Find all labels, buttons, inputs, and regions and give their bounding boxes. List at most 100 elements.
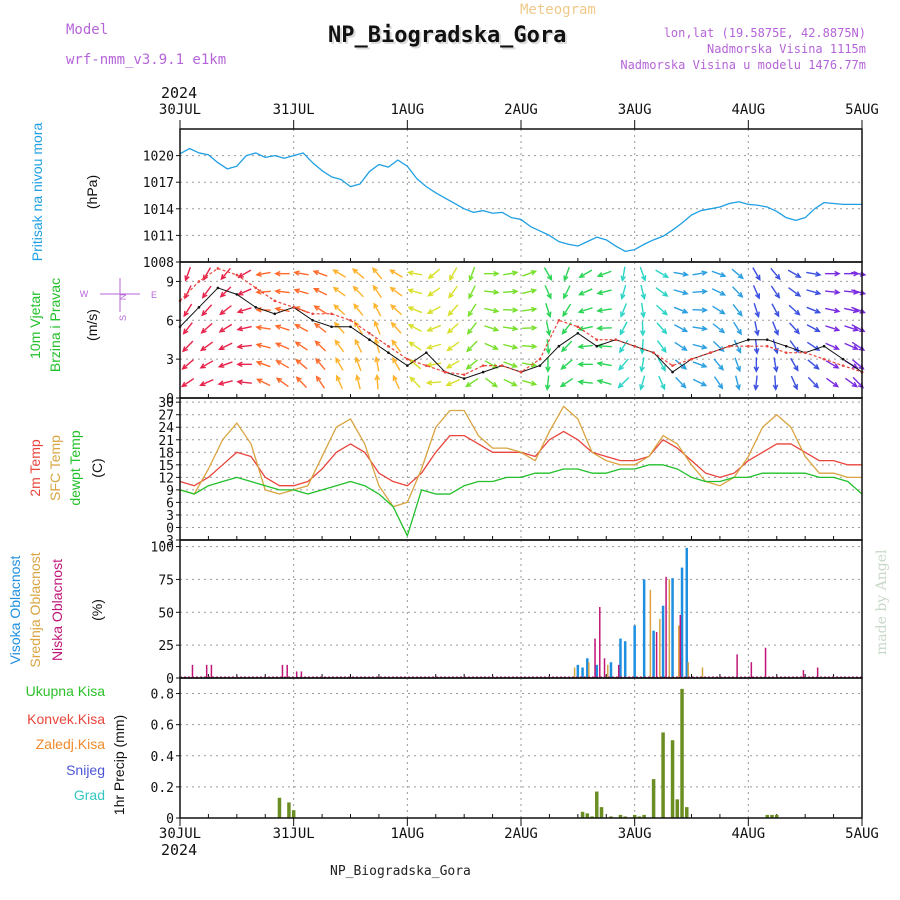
wind-arrow-head — [353, 303, 359, 310]
temperature-series-line-2 — [179, 464, 863, 537]
wind-arrow-head — [374, 355, 380, 363]
precip-bar — [580, 811, 585, 818]
wind-arrow-head — [640, 311, 646, 319]
wind-arrow-head — [236, 379, 243, 385]
legend-convective-rain: Konvek.Kisa — [27, 711, 105, 727]
precip-bar — [642, 814, 646, 818]
model-label: Model — [66, 22, 108, 38]
wind-arrow — [752, 285, 760, 299]
wind-arrow-head — [546, 293, 552, 300]
wind-speed-point — [406, 364, 409, 367]
wind-gust-point — [330, 312, 333, 316]
wind-arrow-head — [512, 307, 519, 313]
wind-arrow — [334, 322, 345, 334]
wind-arrow-head — [639, 366, 645, 373]
cloud-bar — [617, 664, 620, 678]
precip-bar — [618, 814, 623, 818]
wind-arrow — [773, 357, 778, 372]
wind-arrow — [335, 357, 344, 371]
wind-gust-point — [728, 344, 731, 348]
wind-arrow-head — [545, 329, 552, 337]
wind-speed-point — [671, 370, 674, 374]
wind-arrow — [353, 303, 364, 316]
wind-arrow-head — [315, 375, 322, 382]
wind-arrow-head — [852, 344, 859, 350]
wind-arrow-head — [546, 274, 553, 282]
precip-ytick-label: 0.2 — [151, 781, 174, 796]
wind-arrow — [446, 378, 460, 386]
wind-arrow — [374, 339, 381, 354]
wind-arrow-head — [334, 339, 341, 346]
wind-arrow-head — [314, 340, 321, 347]
wind-arrow — [772, 321, 779, 335]
wind-arrow — [466, 359, 478, 370]
legend-freezing-rain: Zaledj.Kisa — [36, 736, 105, 752]
wind-arrow — [276, 342, 290, 350]
svg-text:2m Temp: 2m Temp — [27, 439, 43, 497]
wind-arrow — [692, 326, 707, 330]
wind-arrow — [333, 287, 346, 297]
cloud-bar — [210, 664, 213, 678]
wind-arrow — [692, 271, 707, 276]
wind-gust-point — [633, 344, 636, 348]
wind-arrow-head — [618, 346, 625, 354]
pressure-ytick-label: 1014 — [143, 203, 174, 218]
wind-arrow — [484, 325, 498, 331]
wind-arrow-head — [236, 325, 244, 332]
wind-arrow-head — [596, 325, 603, 331]
wind-gust-point — [652, 351, 655, 354]
wind-arrow — [184, 266, 192, 281]
wind-arrow-head — [293, 288, 300, 294]
wind-arrow-head — [660, 383, 666, 391]
wind-arrow-head — [662, 291, 669, 297]
wind-gust-point — [784, 351, 788, 354]
wind-arrow-head — [333, 321, 340, 328]
wind-gust-point — [557, 318, 561, 322]
wind-arrow-head — [468, 293, 474, 300]
wind-arrow-head — [851, 381, 859, 388]
wind-arrow — [578, 381, 593, 384]
wind-arrow — [484, 342, 498, 350]
wind-gust-point — [765, 344, 769, 348]
wind-arrow — [713, 358, 724, 371]
cloud-bar — [609, 662, 613, 678]
wind-arrow-head — [353, 320, 360, 328]
wind-arrow-head — [794, 328, 800, 335]
precip-bar — [609, 816, 613, 818]
wind-arrow-head — [256, 378, 263, 384]
wind-arrow-head — [406, 270, 414, 276]
wind-speed-point — [387, 351, 390, 354]
wind-arrow-head — [755, 274, 761, 282]
wind-arrow — [448, 285, 458, 298]
wind-arrow-head — [425, 379, 433, 386]
wind-arrow-head — [754, 293, 761, 300]
wind-arrow-head — [352, 285, 359, 292]
wind-arrow-head — [374, 373, 381, 381]
wind-arrow — [295, 324, 309, 332]
wind-arrow — [753, 303, 760, 317]
cloud-panel: 0 25 50 75 100 — [151, 539, 863, 687]
precip-bar — [637, 816, 642, 818]
wind-arrow-head — [182, 346, 189, 353]
wind-arrow — [202, 285, 212, 298]
wind-arrow — [333, 269, 346, 278]
wind-arrow — [237, 325, 252, 331]
cloud-ytick-label: 25 — [158, 639, 174, 654]
wind-arrow — [256, 271, 271, 276]
day-label-bottom: 2AUG — [504, 826, 538, 842]
precip-bar — [661, 732, 665, 818]
wind-arrow — [427, 306, 441, 314]
wind-speed-point — [481, 370, 485, 374]
wind-arrow — [356, 375, 361, 390]
precip-bar — [599, 807, 604, 818]
wind-arrow — [578, 325, 593, 331]
wind-arrow-head — [578, 272, 585, 278]
wind-arrow-head — [274, 288, 281, 295]
wind-arrow-head — [218, 327, 225, 333]
wind-arrow-head — [813, 345, 821, 352]
wind-arrow-head — [736, 347, 742, 354]
wind-arrow — [376, 375, 379, 390]
wind-arrow-head — [719, 271, 727, 278]
wind-arrow — [546, 339, 550, 354]
wind-arrow — [503, 326, 518, 330]
